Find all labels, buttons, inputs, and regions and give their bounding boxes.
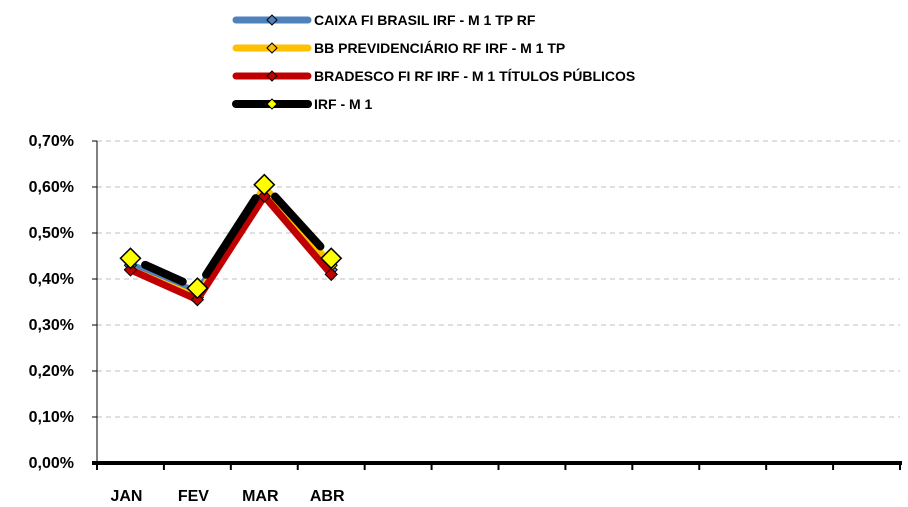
y-tick-label: 0,60% [29,179,74,196]
x-tick-label: MAR [242,488,279,505]
series-group [119,173,343,307]
y-tick-label: 0,40% [29,271,74,288]
y-tick-label: 0,10% [29,409,74,426]
data-point-marker [119,247,142,270]
data-point-marker [320,247,343,270]
legend-label: BB PREVIDENCIÁRIO RF IRF - M 1 TP [314,40,565,56]
data-point-marker [324,267,338,282]
series-line [126,192,335,304]
series-line-segment [202,194,260,279]
data-point-marker [257,189,271,203]
y-tick-label: 0,00% [29,455,74,472]
legend-item: IRF - M 1 [232,96,373,112]
x-tick-label: JAN [110,488,142,505]
gridlines [97,140,900,418]
axes [92,140,902,470]
legend-marker [266,42,278,54]
data-point-marker [253,173,276,196]
data-point-marker [186,277,209,300]
data-point-marker [190,292,205,307]
series-line-segment [271,192,325,251]
legend-label: BRADESCO FI RF IRF - M 1 TÍTULOS PÚBLICO… [314,67,635,84]
y-tick-label: 0,20% [29,363,74,380]
y-axis-ticks: 0,00% 0,10% 0,20% 0,30% 0,40% 0,50% 0,60% 0,70% [29,133,74,472]
y-tick-label: 0,30% [29,317,74,334]
series-3 [123,189,338,307]
x-tick-label: ABR [310,488,345,505]
legend-label: IRF - M 1 [314,96,373,112]
legend-marker [266,70,278,82]
legend-marker [266,14,278,26]
legend: CAIXA FI BRASIL IRF - M 1 TP RF BB PREVID… [232,12,635,112]
legend-marker [266,98,278,110]
legend-item: CAIXA FI BRASIL IRF - M 1 TP RF [232,12,536,28]
y-tick-label: 0,70% [29,133,74,150]
legend-item: BRADESCO FI RF IRF - M 1 TÍTULOS PÚBLICO… [232,67,635,84]
x-tick-label: FEV [178,488,209,505]
legend-label: CAIXA FI BRASIL IRF - M 1 TP RF [314,12,536,28]
series-line-segment [141,260,187,286]
series-4 [119,173,343,300]
x-axis-ticks: JAN FEV MAR ABR [110,488,345,505]
y-tick-label: 0,50% [29,225,74,242]
legend-item: BB PREVIDENCIÁRIO RF IRF - M 1 TP [232,40,565,56]
data-point-marker [123,263,138,277]
